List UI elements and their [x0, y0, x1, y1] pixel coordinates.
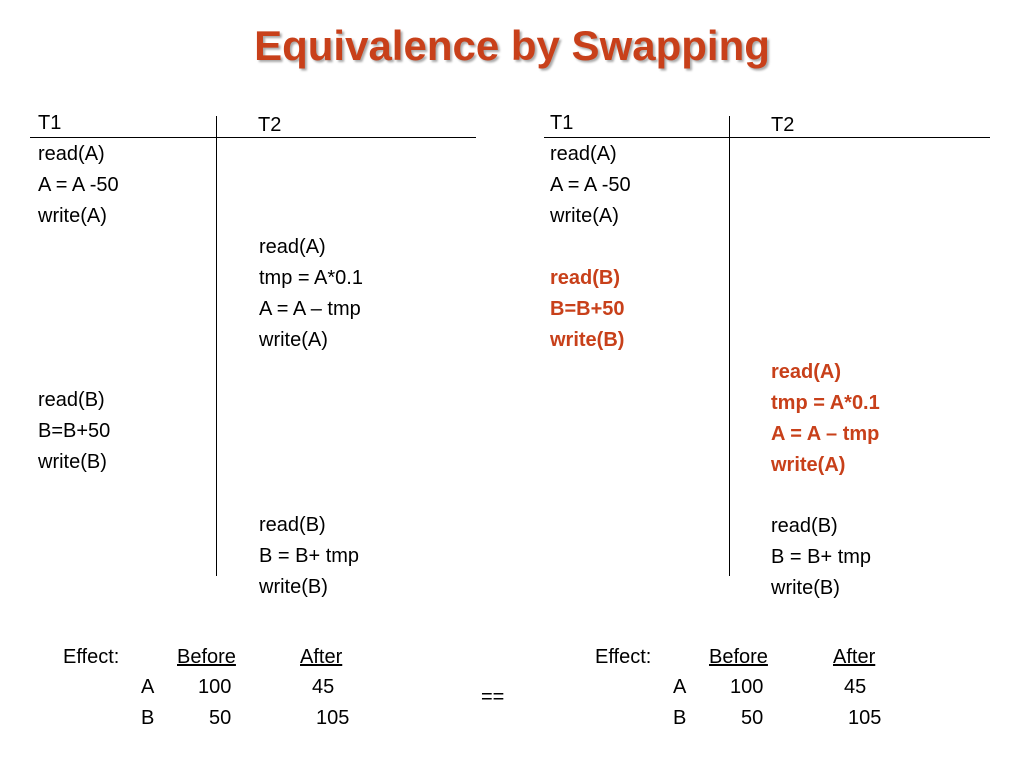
right-effect-after-value: 105	[848, 707, 882, 729]
left-t1-line: A = A -50	[38, 174, 119, 196]
left-t1-line: write(A)	[38, 205, 107, 227]
left-t1-line: read(B)	[38, 389, 105, 411]
right-effect-before-header: Before	[709, 646, 768, 668]
left-effect-before-value: 100	[198, 676, 232, 698]
right-header-rule	[544, 137, 990, 138]
right-effect-var: A	[673, 676, 687, 698]
right-effect-after-value: 45	[844, 676, 867, 698]
left-t2-line: write(A)	[259, 329, 328, 351]
left-t1-line: write(B)	[38, 451, 107, 473]
right-t2-swapped-line: A = A – tmp	[771, 423, 880, 445]
left-effect-var: B	[141, 707, 155, 729]
left-t2-line: write(B)	[259, 576, 328, 598]
right-t2-line: write(B)	[771, 577, 840, 599]
left-header-rule	[30, 137, 476, 138]
right-effect-after-header: After	[833, 646, 876, 668]
left-column-divider	[216, 116, 217, 576]
left-effect-var: A	[141, 676, 155, 698]
left-t2-line: tmp = A*0.1	[259, 267, 363, 289]
right-t2-line: read(B)	[771, 515, 838, 537]
left-t2-line: read(B)	[259, 514, 326, 536]
left-t1-header: T1	[38, 112, 62, 134]
left-effect-after-value: 105	[316, 707, 350, 729]
right-t1-swapped-line: B=B+50	[550, 298, 625, 320]
left-effect-before-value: 50	[209, 707, 232, 729]
right-t1-header: T1	[550, 112, 574, 134]
left-t1-line: read(A)	[38, 143, 105, 165]
left-effect-after-value: 45	[312, 676, 335, 698]
right-t2-swapped-line: read(A)	[771, 361, 842, 383]
left-t2-line: B = B+ tmp	[259, 545, 360, 567]
left-t2-header: T2	[258, 114, 282, 136]
right-t1-swapped-line: write(B)	[550, 329, 625, 351]
right-t1-line: A = A -50	[550, 174, 631, 196]
right-effect-label: Effect:	[595, 646, 652, 668]
right-t2-swapped-line: write(A)	[771, 454, 846, 476]
right-t2-swapped-line: tmp = A*0.1	[771, 392, 880, 414]
right-effect-var: B	[673, 707, 687, 729]
left-t2-line: read(A)	[259, 236, 326, 258]
left-t1-line: B=B+50	[38, 420, 111, 442]
left-effect-label: Effect:	[63, 646, 120, 668]
right-t1-line: write(A)	[550, 205, 619, 227]
slide-title: Equivalence by Swapping	[254, 22, 770, 69]
right-t1-line: read(A)	[550, 143, 617, 165]
right-effect-before-value: 100	[730, 676, 764, 698]
left-effect-after-header: After	[300, 646, 343, 668]
left-t2-line: A = A – tmp	[259, 298, 361, 320]
right-t2-header: T2	[771, 114, 795, 136]
right-column-divider	[729, 116, 730, 576]
left-effect-before-header: Before	[177, 646, 236, 668]
equivalence-sign: ==	[481, 686, 505, 708]
right-t2-line: B = B+ tmp	[771, 546, 872, 568]
right-effect-before-value: 50	[741, 707, 764, 729]
right-t1-swapped-line: read(B)	[550, 267, 621, 289]
